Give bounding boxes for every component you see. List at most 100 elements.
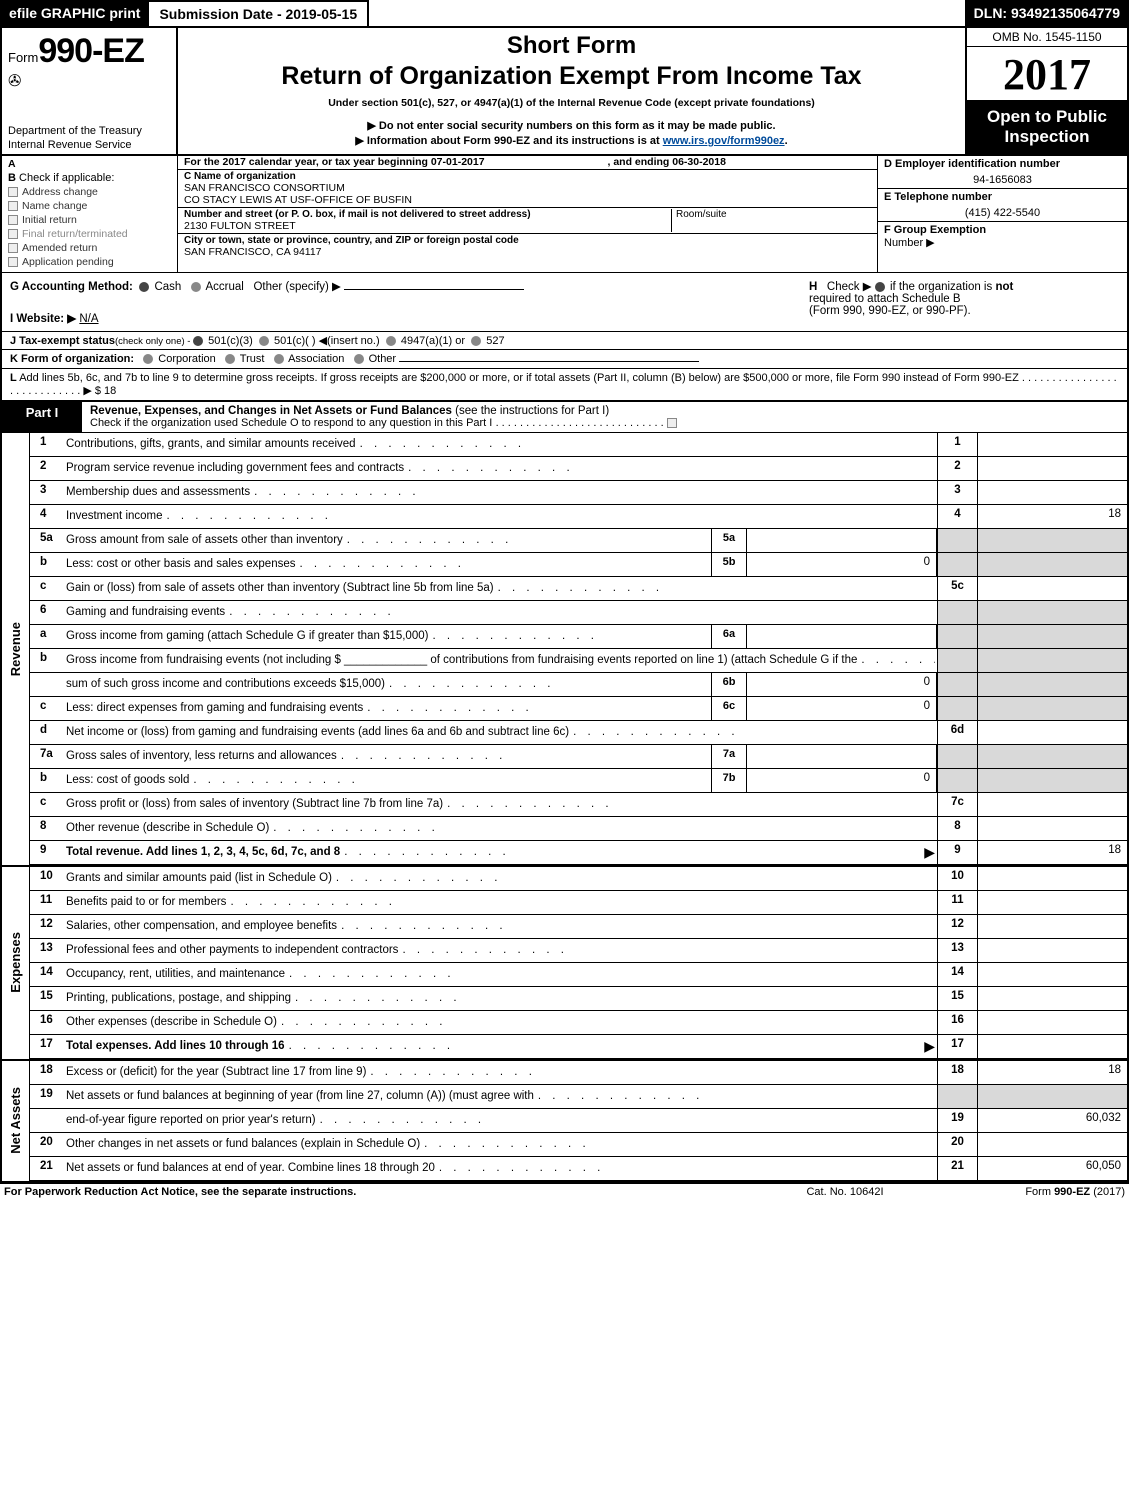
main-val-grey xyxy=(977,673,1127,696)
main-num-grey xyxy=(937,529,977,552)
other-specify-line[interactable] xyxy=(344,289,524,290)
box-f-group-exemption: F Group Exemption Number ▶ xyxy=(878,222,1127,251)
revenue-lines: 1Contributions, gifts, grants, and simil… xyxy=(30,433,1127,865)
radio-accrual-icon[interactable] xyxy=(191,282,201,292)
part-i-title: Revenue, Expenses, and Changes in Net As… xyxy=(90,405,452,417)
sub-line-value-box xyxy=(747,529,937,552)
box-b-heading: Check if applicable: xyxy=(19,172,114,184)
radio-other-icon[interactable] xyxy=(354,354,364,364)
h-checkbox-icon[interactable] xyxy=(875,282,885,292)
line-description: Total revenue. Add lines 1, 2, 3, 4, 5c,… xyxy=(64,841,937,864)
sub-line-value-box: 0 xyxy=(747,553,937,576)
g-label: G Accounting Method: xyxy=(10,281,133,293)
main-num-grey xyxy=(937,625,977,648)
line-number: 12 xyxy=(30,915,64,938)
footer-center: Cat. No. 10642I xyxy=(745,1186,945,1198)
line-row: bGross income from fundraising events (n… xyxy=(30,649,1127,673)
main-line-value-box xyxy=(977,963,1127,986)
info-prefix: ▶ Information about Form 990-EZ and its … xyxy=(355,135,662,147)
radio-assoc-icon[interactable] xyxy=(274,354,284,364)
check-label: Address change xyxy=(22,186,98,198)
line-description: Benefits paid to or for members. . . . .… xyxy=(64,891,937,914)
main-line-number-box: 4 xyxy=(937,505,977,528)
row-h-check: H Check ▶ if the organization is not req… xyxy=(809,279,1119,325)
line-description: Printing, publications, postage, and shi… xyxy=(64,987,937,1010)
main-line-number-box: 16 xyxy=(937,1011,977,1034)
footer-right-prefix: Form xyxy=(1025,1186,1054,1198)
radio-trust-icon[interactable] xyxy=(225,354,235,364)
line-row: 18Excess or (deficit) for the year (Subt… xyxy=(30,1061,1127,1085)
part-i-header: Part I Revenue, Expenses, and Changes in… xyxy=(0,402,1129,433)
check-address-change[interactable]: Address change xyxy=(8,186,171,198)
radio-corp-icon[interactable] xyxy=(143,354,153,364)
line-number: 1 xyxy=(30,433,64,456)
line-row: 7aGross sales of inventory, less returns… xyxy=(30,745,1127,769)
line-number: d xyxy=(30,721,64,744)
expenses-vertical-label: Expenses xyxy=(2,867,30,1059)
part-i-checkbox-icon[interactable] xyxy=(667,418,677,428)
check-initial-return[interactable]: Initial return xyxy=(8,214,171,226)
checkbox-icon xyxy=(8,187,18,197)
sub-line-value-box xyxy=(747,745,937,768)
checkbox-icon xyxy=(8,229,18,239)
info-link[interactable]: www.irs.gov/form990ez xyxy=(663,135,785,147)
dln-box: DLN: 93492135064779 xyxy=(965,0,1129,28)
other-org-line[interactable] xyxy=(399,361,699,362)
line-description: Other revenue (describe in Schedule O). … xyxy=(64,817,937,840)
radio-cash-icon[interactable] xyxy=(139,282,149,292)
opt-trust: Trust xyxy=(240,353,265,365)
check-name-change[interactable]: Name change xyxy=(8,200,171,212)
line-description: Gross income from fundraising events (no… xyxy=(64,649,937,672)
part-i-paren: (see the instructions for Part I) xyxy=(455,405,609,417)
form-prefix: Form xyxy=(8,50,38,65)
h-text4: required to attach Schedule B xyxy=(809,293,961,305)
line-number: 4 xyxy=(30,505,64,528)
line-row: bLess: cost or other basis and sales exp… xyxy=(30,553,1127,577)
address-box: Number and street (or P. O. box, if mail… xyxy=(178,208,877,234)
opt-corp: Corporation xyxy=(158,353,215,365)
main-line-number-box: 5c xyxy=(937,577,977,600)
line-description: Total expenses. Add lines 10 through 16.… xyxy=(64,1035,937,1058)
main-line-number-box: 17 xyxy=(937,1035,977,1058)
line-number: 11 xyxy=(30,891,64,914)
ein-label: D Employer identification number xyxy=(884,158,1121,170)
opt-cash: Cash xyxy=(154,281,181,293)
line-description: Net income or (loss) from gaming and fun… xyxy=(64,721,937,744)
check-amended-return[interactable]: Amended return xyxy=(8,242,171,254)
check-application-pending[interactable]: Application pending xyxy=(8,256,171,268)
do-not-enter-text: ▶ Do not enter social security numbers o… xyxy=(186,119,957,132)
netassets-vertical-label: Net Assets xyxy=(2,1061,30,1181)
line-number xyxy=(30,673,64,696)
line-description: Gross profit or (loss) from sales of inv… xyxy=(64,793,937,816)
main-val-grey xyxy=(977,625,1127,648)
radio-501c-icon[interactable] xyxy=(259,336,269,346)
line-number xyxy=(30,1109,64,1132)
line-row: 11Benefits paid to or for members. . . .… xyxy=(30,891,1127,915)
form-header: Form990-EZ ✇ Department of the Treasury … xyxy=(0,28,1129,156)
main-line-number-box: 6d xyxy=(937,721,977,744)
line-a: A For the 2017 calendar year, or tax yea… xyxy=(8,158,171,170)
checkbox-icon xyxy=(8,257,18,267)
treasury-block: Department of the Treasury Internal Reve… xyxy=(8,125,170,151)
part-i-check-dots: . . . . . . . . . . . . . . . . . . . . … xyxy=(496,417,664,429)
radio-4947-icon[interactable] xyxy=(386,336,396,346)
radio-527-icon[interactable] xyxy=(471,336,481,346)
sub-line-number-box: 7a xyxy=(711,745,747,768)
opt-501c3: 501(c)(3) xyxy=(208,335,253,347)
line-number: 13 xyxy=(30,939,64,962)
box-b-checklist: A For the 2017 calendar year, or tax yea… xyxy=(2,156,178,272)
row-k-form-of-org: K Form of organization: Corporation Trus… xyxy=(0,350,1129,369)
identification-block: A For the 2017 calendar year, or tax yea… xyxy=(0,156,1129,273)
main-line-number-box: 13 xyxy=(937,939,977,962)
check-final-return[interactable]: Final return/terminated xyxy=(8,228,171,240)
box-b-label: B xyxy=(8,172,16,184)
main-line-value-box: 60,050 xyxy=(977,1157,1127,1180)
l-label: L xyxy=(10,372,17,384)
main-num-grey xyxy=(937,601,977,624)
line-description: end-of-year figure reported on prior yea… xyxy=(64,1109,937,1132)
sub-line-value-box: 0 xyxy=(747,673,937,696)
j-label: J Tax-exempt status xyxy=(10,335,115,347)
radio-501c3-icon[interactable] xyxy=(193,336,203,346)
short-form-title: Short Form xyxy=(186,32,957,60)
efile-print-label: efile GRAPHIC print xyxy=(0,0,149,28)
